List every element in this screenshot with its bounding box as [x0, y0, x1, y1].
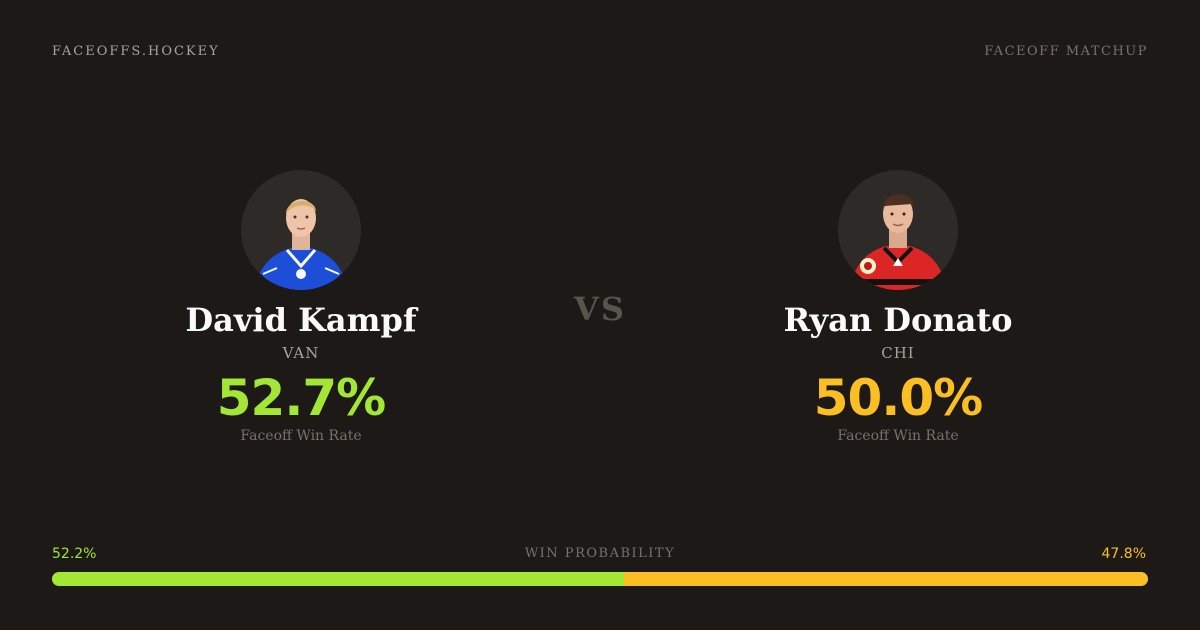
player-headshot-icon: [850, 193, 946, 290]
site-brand[interactable]: FACEOFFS.HOCKEY: [52, 44, 220, 59]
matchup-label: FACEOFF MATCHUP: [984, 44, 1148, 59]
faceoff-rate-label-left: Faceoff Win Rate: [240, 428, 362, 444]
win-probability-left: 52.2%: [52, 546, 97, 562]
win-probability-right: 47.8%: [1101, 546, 1146, 562]
player-card-right: Ryan Donato CHI 50.0% Faceoff Win Rate: [738, 170, 1058, 444]
player-team-left: VAN: [282, 344, 320, 362]
player-team-right: CHI: [881, 344, 915, 362]
player-headshot-icon: [255, 199, 347, 290]
faceoff-rate-right: 50.0%: [813, 369, 983, 427]
faceoff-rate-label-right: Faceoff Win Rate: [837, 428, 959, 444]
win-probability-bar-left: [52, 572, 625, 586]
win-probability-title: WIN PROBABILITY: [524, 546, 676, 561]
win-probability-bar-right: [624, 572, 1148, 586]
player-card-left: David Kampf VAN 52.7% Faceoff Win Rate: [141, 170, 461, 444]
win-probability-bar: [52, 572, 1148, 586]
player-name-right: Ryan Donato: [783, 301, 1013, 339]
faceoff-rate-left: 52.7%: [216, 369, 386, 427]
versus-label: VS: [574, 290, 626, 328]
player-headshot-left: [241, 170, 361, 290]
player-name-left: David Kampf: [185, 301, 417, 339]
player-headshot-right: [838, 170, 958, 290]
